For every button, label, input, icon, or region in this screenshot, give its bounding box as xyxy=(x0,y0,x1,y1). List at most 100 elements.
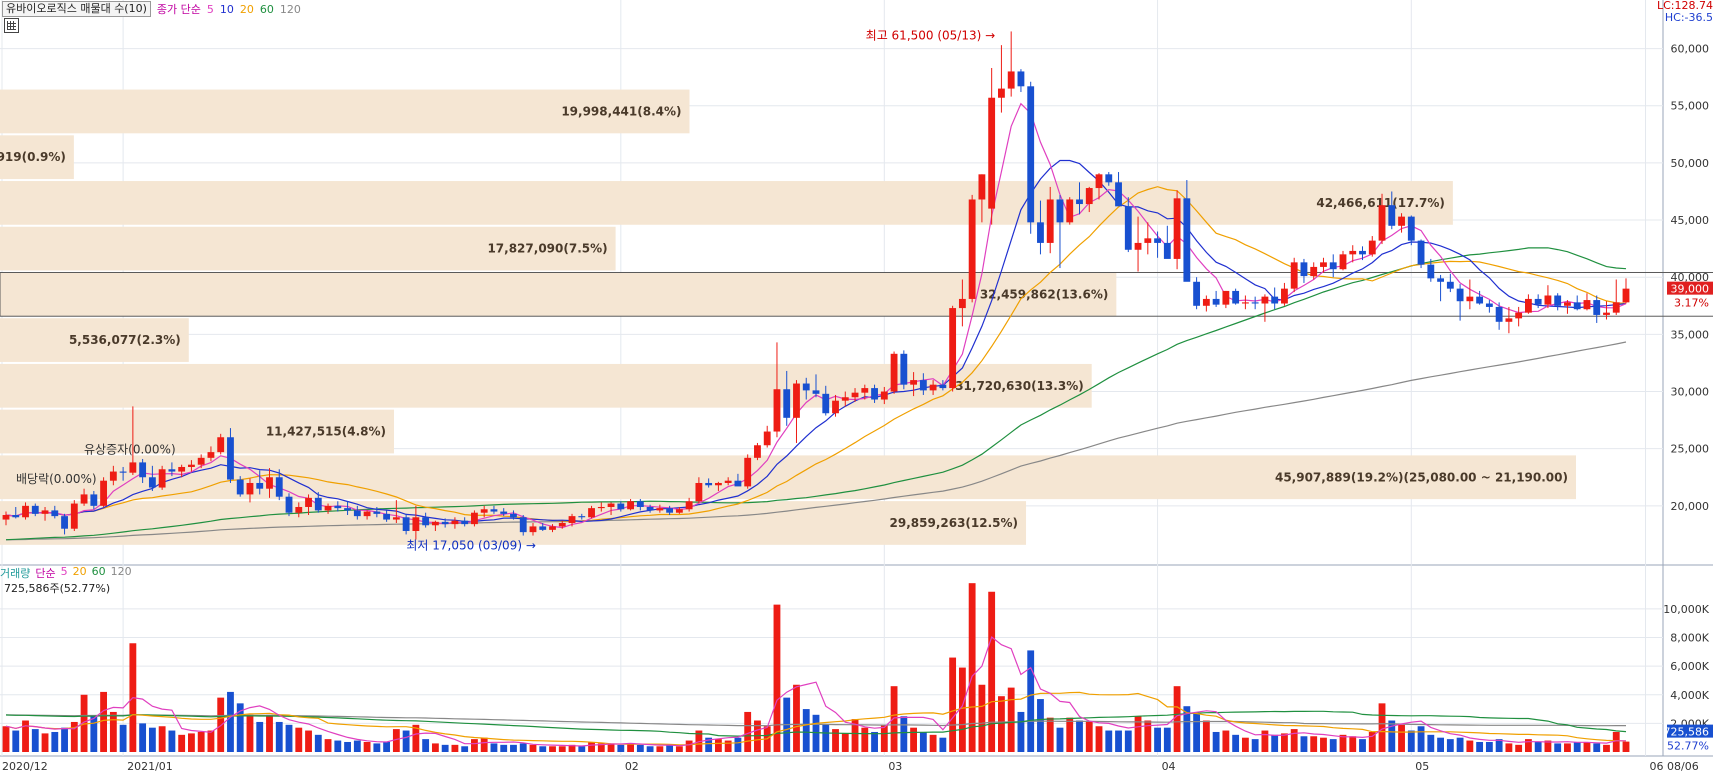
candle-body xyxy=(1241,302,1249,304)
volume-bar xyxy=(773,604,781,752)
candle-body xyxy=(207,452,215,458)
candle-body xyxy=(334,505,342,509)
volume-bar xyxy=(734,737,742,752)
volume-bar xyxy=(451,744,459,752)
candle-body xyxy=(275,477,283,497)
volume-bar xyxy=(910,727,918,752)
candle-body xyxy=(666,508,674,513)
candle-body xyxy=(978,174,986,200)
candle-body xyxy=(1095,174,1103,189)
volume-bar xyxy=(1329,739,1337,752)
candle-body xyxy=(373,511,381,514)
volume-profile-label: 19,998,441(8.4%) xyxy=(561,104,681,118)
volume-bar xyxy=(988,591,996,752)
volume-profile-band xyxy=(0,181,1453,225)
candle-body xyxy=(90,494,98,506)
volume-bar xyxy=(1378,703,1386,752)
ma20-line xyxy=(5,186,1627,522)
candle-body xyxy=(1573,302,1581,310)
volume-bar xyxy=(207,730,215,752)
candle-body xyxy=(1222,290,1230,305)
candle-body xyxy=(558,522,566,527)
volume-bar xyxy=(1183,706,1191,752)
volume-bar xyxy=(558,746,566,752)
candle-body xyxy=(1310,266,1318,277)
volume-label[interactable]: 거래량 xyxy=(0,567,31,580)
candle-body xyxy=(51,510,59,517)
time-axis-label: 08/06 xyxy=(1667,760,1699,773)
volume-bar xyxy=(978,684,986,752)
volume-bar xyxy=(1300,736,1308,752)
candle-body xyxy=(705,482,713,486)
vol-ma5-line xyxy=(5,635,1626,747)
candle-body xyxy=(1378,205,1386,241)
volume-bar xyxy=(851,719,859,752)
candle-body xyxy=(285,496,293,513)
current-price-change: 3.17% xyxy=(1674,297,1709,310)
volume-bar xyxy=(714,739,722,752)
volume-profile-band xyxy=(0,135,74,180)
candle-body xyxy=(1603,312,1610,315)
volume-bar xyxy=(705,737,713,752)
volume-bar xyxy=(373,743,381,752)
candle-body xyxy=(217,437,225,453)
ma-period-5: 5 xyxy=(206,2,214,16)
candle-body xyxy=(998,88,1005,98)
volume-bar xyxy=(822,724,830,752)
candle-body xyxy=(295,506,303,513)
corner-readout: LC:128.74 HC:-36.5 xyxy=(1657,0,1713,24)
candle-body xyxy=(1554,295,1562,306)
ma-period-20: 20 xyxy=(239,2,254,16)
ma60-line xyxy=(5,247,1627,541)
volume-bar xyxy=(1076,720,1083,752)
volume-bar xyxy=(148,727,156,752)
candle-body xyxy=(675,509,683,513)
volume-bar xyxy=(1603,744,1610,752)
candle-body xyxy=(422,517,430,526)
volume-bar xyxy=(1037,699,1044,752)
candle-body xyxy=(900,353,908,385)
candle-body xyxy=(363,511,371,517)
volume-tick-label: 8,000K xyxy=(1670,632,1709,645)
chart-title[interactable]: 유바이오로직스 매물대 수(10) xyxy=(2,1,151,17)
volume-bar xyxy=(51,731,59,752)
volume-bar xyxy=(188,733,195,752)
candle-body xyxy=(549,526,556,530)
candle-body xyxy=(168,469,176,472)
candle-body xyxy=(1183,198,1191,282)
candle-body xyxy=(1339,254,1347,270)
current-volume-change: 52.77% xyxy=(1667,740,1709,753)
time-axis-label: 02 xyxy=(625,760,639,773)
volume-bar xyxy=(1320,737,1327,752)
volume-bar xyxy=(929,734,937,752)
candle-body xyxy=(451,520,459,525)
volume-bar xyxy=(919,731,927,752)
volume-bar xyxy=(22,720,29,752)
time-axis-label: 05 xyxy=(1415,760,1429,773)
candle-body xyxy=(1134,242,1142,250)
candle-body xyxy=(441,521,449,525)
volume-bar xyxy=(197,731,205,752)
volume-bar xyxy=(1271,734,1279,752)
volume-bar xyxy=(1232,734,1240,752)
candle-body xyxy=(1593,300,1601,315)
volume-bar xyxy=(1593,743,1601,752)
volume-bar xyxy=(236,703,244,752)
volume-bar xyxy=(1105,730,1113,752)
candle-body xyxy=(1388,205,1396,226)
volume-bar xyxy=(1251,739,1259,752)
candle-body xyxy=(490,509,498,512)
candle-body xyxy=(685,501,693,510)
grid-settings-icon[interactable] xyxy=(4,18,19,33)
volume-tick-label: 4,000K xyxy=(1670,689,1709,702)
candle-body xyxy=(802,383,810,391)
volume-bar xyxy=(41,733,49,752)
candle-body xyxy=(461,520,469,525)
candle-body xyxy=(129,462,137,473)
candle-body xyxy=(266,477,273,489)
candle-body xyxy=(832,400,839,414)
low-price-label: 최저 17,050 (03/09) → xyxy=(406,539,536,553)
candle-body xyxy=(80,494,88,504)
vol-ma-period-5: 5 xyxy=(60,565,68,578)
